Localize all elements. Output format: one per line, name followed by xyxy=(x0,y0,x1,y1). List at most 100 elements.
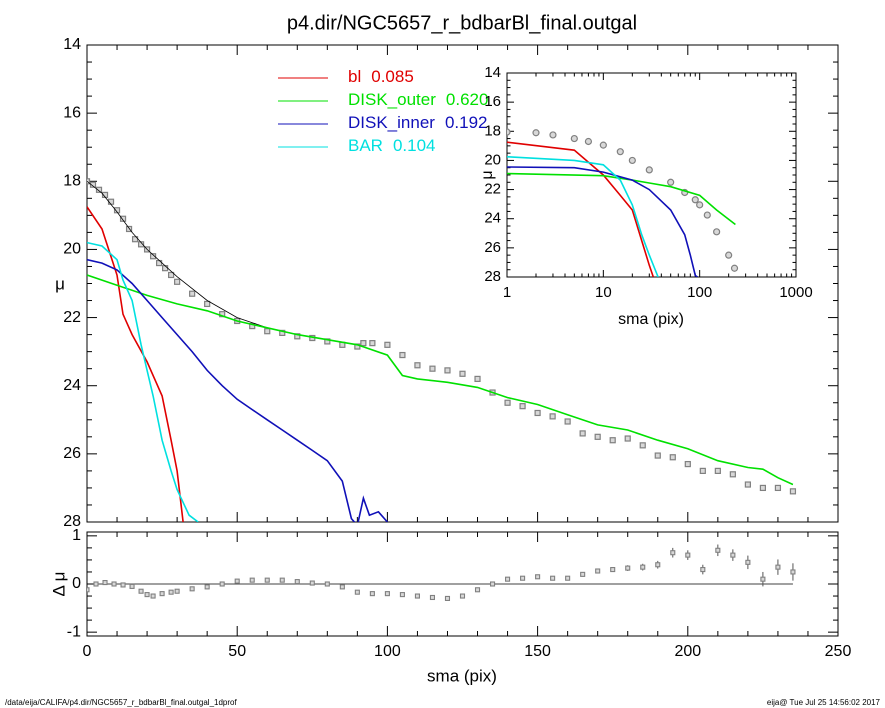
residual-point xyxy=(730,552,736,558)
residual-point xyxy=(535,574,541,580)
residual-point xyxy=(369,591,375,597)
x-tick-label: 250 xyxy=(825,643,852,660)
legend-name: DISK_inner xyxy=(348,113,435,132)
residual-point xyxy=(150,593,156,599)
data-point xyxy=(570,134,578,143)
data-point xyxy=(654,452,661,459)
series-line xyxy=(507,166,698,277)
data-point xyxy=(459,370,466,377)
data-point xyxy=(189,290,196,297)
data-point xyxy=(429,365,436,372)
residual-point xyxy=(595,568,601,574)
series-line xyxy=(87,274,794,486)
data-point xyxy=(507,128,511,136)
residual-point xyxy=(168,589,174,595)
y-tick-label: 24 xyxy=(63,377,81,394)
series-line xyxy=(87,180,794,485)
data-point xyxy=(149,253,157,260)
data-point xyxy=(155,259,163,267)
y-tick-label: 26 xyxy=(63,445,81,462)
plot-area xyxy=(87,544,796,601)
plot-area xyxy=(507,128,739,277)
data-point xyxy=(131,236,139,243)
data-point xyxy=(639,442,646,449)
series-line xyxy=(87,206,184,522)
residual-point xyxy=(174,588,180,594)
data-point xyxy=(713,228,721,236)
residual-point xyxy=(520,575,526,581)
data-point xyxy=(696,201,704,209)
residual-point xyxy=(93,581,99,587)
residual-point xyxy=(354,589,360,595)
data-point xyxy=(264,328,271,335)
residual-point xyxy=(189,586,195,592)
data-point xyxy=(744,481,751,488)
data-point xyxy=(616,148,624,156)
residual-point xyxy=(610,567,616,573)
residual-point xyxy=(129,583,135,589)
data-point xyxy=(714,467,721,474)
y-tick-label: 0 xyxy=(72,575,81,592)
series-line xyxy=(87,241,199,522)
series-line xyxy=(507,141,655,277)
data-point xyxy=(113,207,121,214)
x-tick-label: 200 xyxy=(674,643,701,660)
y-tick-label: 18 xyxy=(63,173,81,190)
residual-point xyxy=(790,569,796,575)
data-point xyxy=(599,141,607,149)
residual-point xyxy=(625,565,631,571)
data-point xyxy=(703,211,711,219)
data-point xyxy=(789,488,797,495)
legend-label: DISK_inner 0.192 xyxy=(348,113,487,132)
residual-point xyxy=(655,562,661,568)
data-point xyxy=(729,471,736,478)
x-tick-label: 100 xyxy=(687,284,712,301)
residual-point xyxy=(249,577,255,583)
data-point xyxy=(369,340,376,347)
y-tick-label: 18 xyxy=(484,122,501,139)
data-point xyxy=(594,433,601,440)
data-point xyxy=(609,437,616,444)
residual-point xyxy=(775,564,781,570)
data-point xyxy=(759,484,767,492)
data-point xyxy=(725,251,733,259)
data-point xyxy=(669,454,676,461)
y-tick-label: -1 xyxy=(67,623,81,640)
residual-point xyxy=(429,594,436,601)
residual-point xyxy=(144,592,150,598)
residual-point xyxy=(670,550,676,556)
data-point xyxy=(774,484,782,492)
y-tick-label: 22 xyxy=(63,309,81,326)
x-tick-label: 50 xyxy=(228,643,246,660)
series-line xyxy=(507,156,659,277)
y-tick-label: 22 xyxy=(484,181,501,198)
y-axis-label: μ xyxy=(55,274,65,293)
y-axis-label: μ xyxy=(479,170,496,179)
residual-point xyxy=(120,582,126,588)
legend-fraction: 0.620 xyxy=(446,90,489,109)
data-point xyxy=(399,351,406,359)
data-point xyxy=(89,181,97,188)
data-point xyxy=(87,178,91,185)
legend-label: BAR 0.104 xyxy=(348,136,436,155)
data-point xyxy=(699,467,706,474)
data-point xyxy=(691,196,699,204)
residual-point xyxy=(204,584,210,590)
y-tick-label: 28 xyxy=(484,268,501,285)
data-point xyxy=(549,131,557,139)
y-tick-label: 14 xyxy=(484,64,501,81)
legend-name: bl xyxy=(348,67,361,86)
residual-point xyxy=(219,581,225,587)
data-point xyxy=(564,418,571,425)
data-point xyxy=(645,166,653,174)
residual-point xyxy=(459,593,466,599)
residual-point xyxy=(474,587,481,593)
residual-point xyxy=(111,581,117,587)
residual-point xyxy=(399,592,405,598)
data-point xyxy=(174,278,181,285)
x-tick-label: 10 xyxy=(595,284,612,301)
data-point xyxy=(624,435,631,442)
series-line xyxy=(87,258,388,522)
data-point xyxy=(95,186,103,193)
